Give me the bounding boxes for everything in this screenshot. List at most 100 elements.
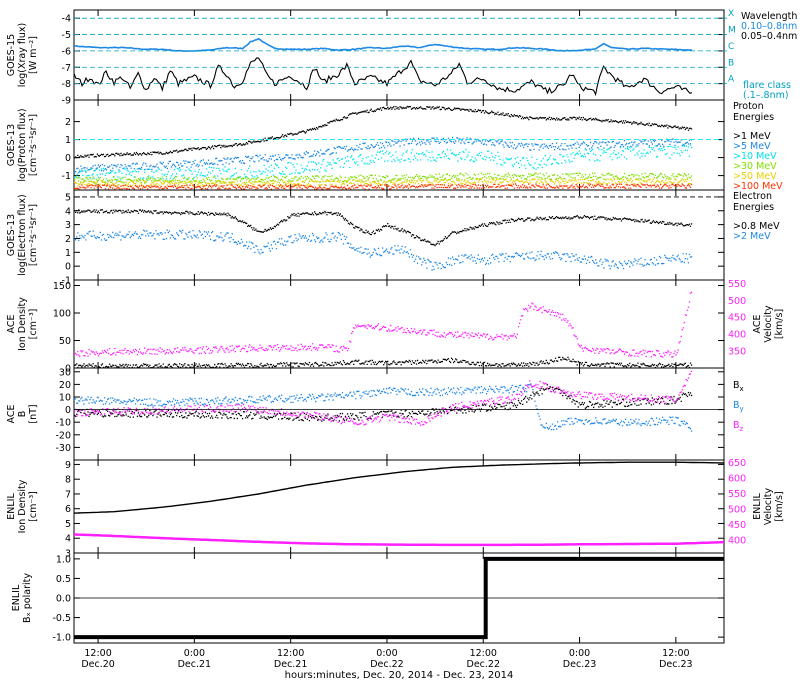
series-points->100 MeV <box>74 183 693 190</box>
y-tick-label: 4 <box>65 534 71 545</box>
y-axis-label: ENLIL <box>11 584 22 611</box>
right-tick-label: 400 <box>728 330 746 341</box>
right-axis-label: Velocity <box>763 487 774 525</box>
y-axis-label: ACE <box>6 405 17 424</box>
plot-area <box>74 37 693 97</box>
series-line-0.10–0.8nm <box>74 37 693 53</box>
x-tick-label-date: Dec.21 <box>178 659 212 670</box>
plot-frame <box>73 367 725 461</box>
y-axis-label: [cm⁻³] <box>28 309 39 340</box>
y-tick-label: 1 <box>65 135 71 146</box>
y-tick-label: 6 <box>65 504 71 515</box>
y-axis-label: log(Electron flux) <box>17 194 28 276</box>
x-tick-label-time: 0:00 <box>569 648 590 659</box>
x-axis-title: hours:minutes, Dec. 20, 2014 - Dec. 23, … <box>285 670 514 680</box>
legend-note: (.1–.8nm) <box>743 90 789 101</box>
y-tick-label: 8 <box>65 475 71 486</box>
legend-entry: 0.10–0.8nm <box>741 21 797 32</box>
flare-class-letter: B <box>728 58 734 68</box>
y-tick-label: 30 <box>59 367 71 378</box>
right-axis-label: ENLIL <box>752 493 763 520</box>
y-axis-label: [nT] <box>28 404 39 423</box>
y-tick-label: 50 <box>59 336 71 347</box>
series-points->2 MeV <box>74 229 693 271</box>
x-tick-label-time: 12:00 <box>662 648 689 659</box>
y-axis-label: ENLIL <box>6 493 17 520</box>
legend-entry: 0.05–0.4nm <box>741 31 797 42</box>
right-axis-label: [km/s] <box>774 491 785 521</box>
plot-area <box>74 209 693 271</box>
series-points-Bx <box>74 384 693 422</box>
right-tick-label: 450 <box>728 520 746 531</box>
y-tick-label: -5 <box>62 30 71 41</box>
y-axis-label: [cm⁻²s⁻¹sr⁻¹] <box>28 204 39 266</box>
y-tick-label: -10 <box>55 418 71 429</box>
series-points->10 MeV <box>74 144 693 182</box>
y-axis-label: log(Proton flux) <box>17 108 28 181</box>
right-tick-label: 450 <box>728 313 746 324</box>
legend-entry-subscript: z <box>740 425 744 433</box>
panel-xray: -9 -8 -7 -6 -5 -4 GOES-15 log(Xray flux) [W m⁻²]… <box>6 9 797 106</box>
x-axis: 12:00Dec.200:00Dec.2112:00Dec.210:00Dec.… <box>81 648 692 680</box>
plot-area <box>74 291 693 368</box>
flare-class-letter: X <box>728 9 734 19</box>
series-points-Bz <box>74 370 693 426</box>
legend-entry: >2 MeV <box>733 231 771 242</box>
y-axis-label: Ion Density <box>17 479 28 533</box>
series-points->1 MeV <box>74 105 693 159</box>
flare-class-letter: A <box>728 75 735 85</box>
x-tick-label-time: 12:00 <box>84 648 111 659</box>
x-tick-label-date: Dec.21 <box>274 659 308 670</box>
y-tick-label: 4 <box>65 206 71 217</box>
series-points->5 MeV <box>74 136 693 174</box>
y-tick-label: -30 <box>55 443 71 454</box>
y-tick-label: 7 <box>65 489 71 500</box>
x-tick-label-time: 12:00 <box>277 648 304 659</box>
x-tick-label-date: Dec.20 <box>81 659 115 670</box>
legend-entry: >30 MeV <box>733 161 777 172</box>
y-axis-label: Bₓ polarity <box>22 573 33 623</box>
y-tick-label: -4 <box>62 14 71 25</box>
legend-entry: Bz <box>733 420 744 433</box>
y-tick-label: 0 <box>65 405 71 416</box>
y-axis-label: ACE <box>6 315 17 334</box>
legend-entry: >1 MeV <box>733 131 771 142</box>
y-tick-label: 0.0 <box>56 594 71 605</box>
y-tick-label: 2 <box>65 234 71 245</box>
plot-frame <box>73 279 725 369</box>
plot-area <box>74 105 693 190</box>
series-line-velocity <box>74 533 724 547</box>
flare-class-letter: C <box>728 42 734 52</box>
series-points->0.8 MeV <box>74 209 693 247</box>
panel-enlil_polarity: -1.0 -0.5 0.0 0.5 1.0 ENLIL Bₓ polarity <box>11 552 725 644</box>
right-tick-label: 550 <box>728 279 746 290</box>
right-tick-label: 550 <box>728 489 746 500</box>
right-axis-label: Velocity <box>763 305 774 343</box>
y-tick-label: -1.0 <box>52 633 71 644</box>
right-tick-label: 600 <box>728 473 746 484</box>
x-tick-label-date: Dec.22 <box>370 659 404 670</box>
right-axis-label: ACE <box>752 315 763 334</box>
legend-title: Energies <box>733 202 774 213</box>
x-tick-label-date: Dec.22 <box>467 659 501 670</box>
x-tick-label-time: 0:00 <box>184 648 205 659</box>
x-tick-label-date: Dec.23 <box>659 659 693 670</box>
series-points->30 MeV <box>74 172 693 184</box>
x-tick-label-date: Dec.23 <box>563 659 597 670</box>
y-tick-label: 5 <box>65 519 71 530</box>
panel-proton: -1 0 1 2 GOES-13 log(Proton flux) [cm⁻²s⁻¹sr⁻¹… <box>6 99 783 192</box>
y-tick-label: 0 <box>65 364 71 375</box>
legend-note: flare class <box>743 80 791 91</box>
legend-title: Proton <box>733 101 764 112</box>
y-tick-label: -7 <box>62 63 71 74</box>
series-line-0.05–0.4nm <box>74 57 693 97</box>
y-tick-label: 0 <box>65 153 71 164</box>
y-tick-label: -0.5 <box>52 613 71 624</box>
y-tick-label: -20 <box>55 430 71 441</box>
legend-entry: >0.8 MeV <box>733 221 780 232</box>
y-tick-label: 1.0 <box>56 554 71 565</box>
y-tick-label: -9 <box>62 96 71 107</box>
y-tick-label: 150 <box>53 281 71 292</box>
